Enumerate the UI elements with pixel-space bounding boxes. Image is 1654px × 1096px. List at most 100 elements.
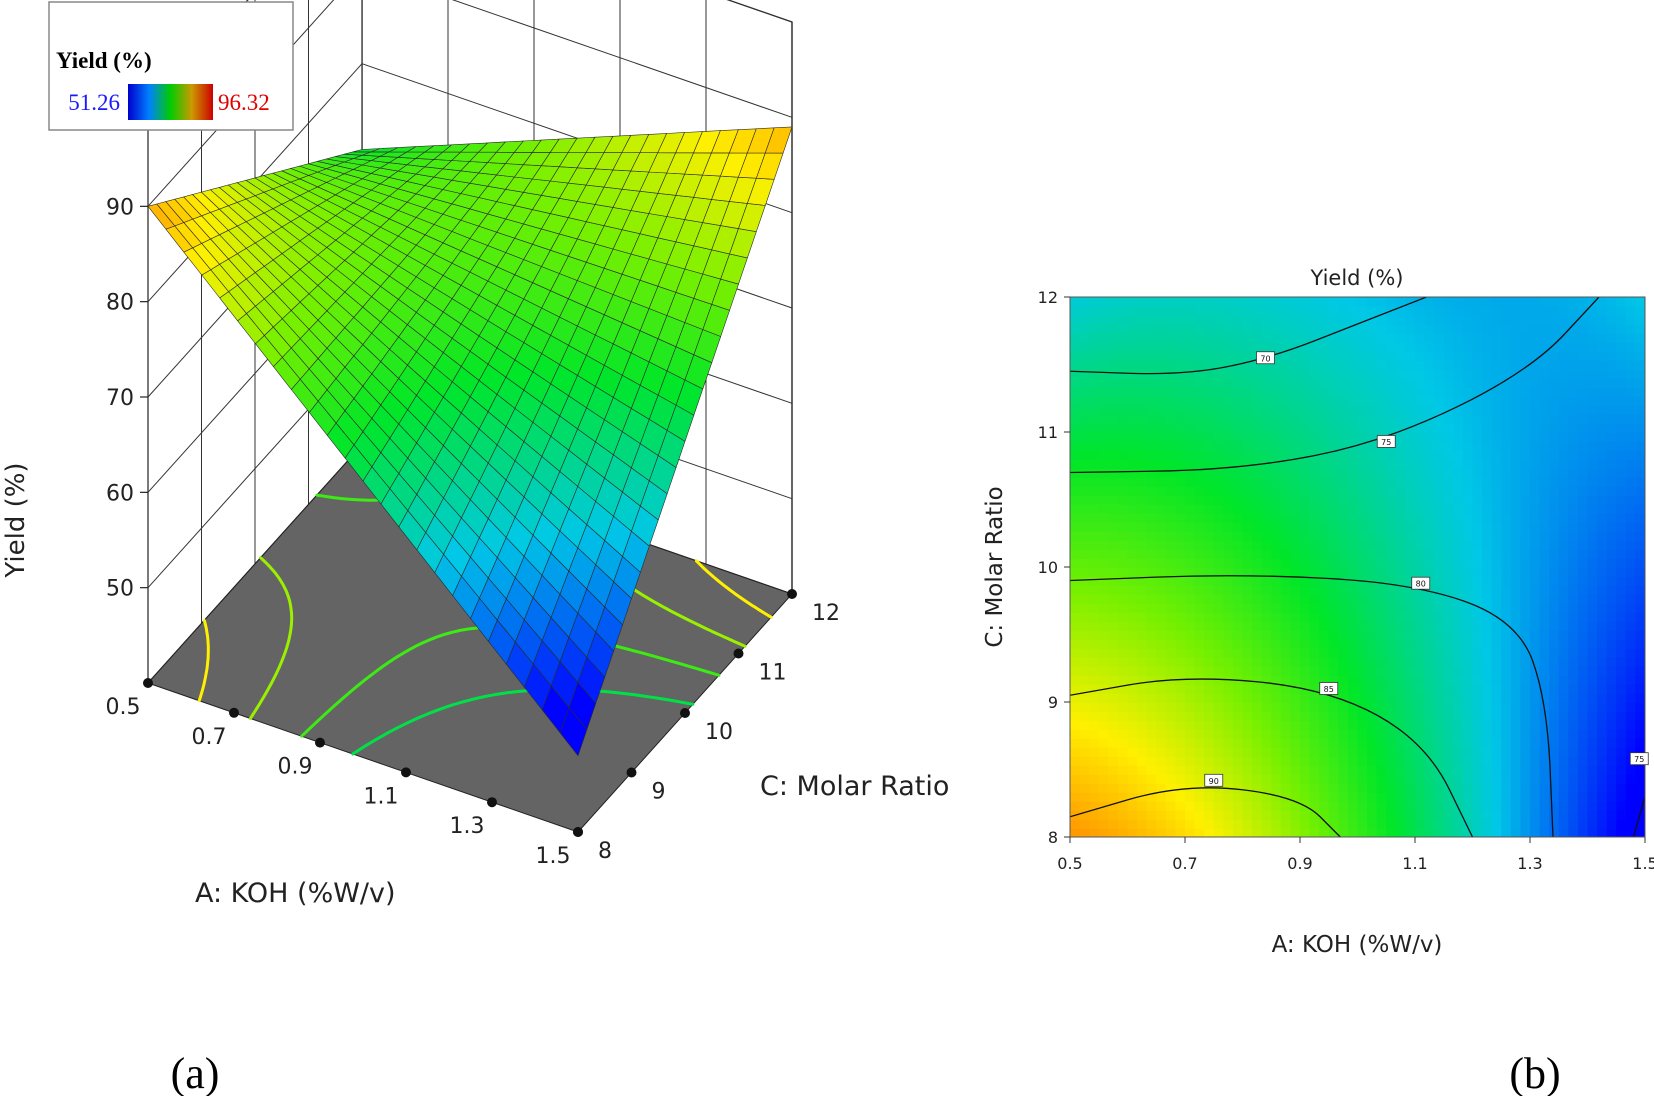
heat-cell xyxy=(1491,765,1503,775)
heat-cell xyxy=(1070,585,1081,595)
heat-cell xyxy=(1415,630,1426,640)
heat-cell xyxy=(1482,396,1493,406)
heat-cell xyxy=(1271,297,1282,307)
heat-cell xyxy=(1261,369,1273,379)
heat-cell xyxy=(1443,423,1455,433)
heat-cell xyxy=(1319,801,1330,811)
heat-cell xyxy=(1127,801,1138,811)
heat-cell xyxy=(1280,522,1292,532)
heat-cell xyxy=(1520,675,1531,685)
heat-cell xyxy=(1309,720,1320,730)
heat-cell xyxy=(1232,756,1244,766)
heat-cell xyxy=(1434,792,1445,802)
heat-cell xyxy=(1501,693,1512,703)
heat-cell xyxy=(1616,297,1627,307)
heat-cell xyxy=(1625,495,1637,505)
heat-cell xyxy=(1117,405,1129,415)
heat-cell xyxy=(1558,738,1570,748)
heat-cell xyxy=(1319,756,1330,766)
heat-cell xyxy=(1625,522,1637,532)
response-surface xyxy=(147,126,793,757)
heat-cell xyxy=(1108,576,1119,586)
heat-cell xyxy=(1261,441,1273,451)
heat-cell xyxy=(1539,342,1550,352)
heat-cell xyxy=(1635,792,1645,802)
heat-cell xyxy=(1309,801,1320,811)
heat-cell xyxy=(1443,648,1455,658)
heat-cell xyxy=(1117,513,1129,523)
heat-cell xyxy=(1213,504,1225,514)
heat-cell xyxy=(1185,792,1196,802)
heat-cell xyxy=(1472,630,1483,640)
heat-cell xyxy=(1137,621,1148,631)
heat-cell xyxy=(1530,747,1541,757)
heat-cell xyxy=(1127,693,1138,703)
heat-cell xyxy=(1280,486,1292,496)
heat-cell xyxy=(1242,675,1253,685)
heat-cell xyxy=(1300,657,1311,667)
heat-cell xyxy=(1280,693,1292,703)
heat-cell xyxy=(1108,648,1119,658)
heat-cell xyxy=(1223,450,1234,460)
heat-cell xyxy=(1156,729,1167,739)
heat-cell xyxy=(1347,702,1359,712)
heat-cell xyxy=(1300,765,1311,775)
heat-cell xyxy=(1395,315,1407,325)
heat-cell xyxy=(1386,405,1397,415)
heat-cell xyxy=(1252,324,1263,334)
heat-cell xyxy=(1146,783,1158,793)
heat-cell xyxy=(1185,306,1196,316)
heat-cell xyxy=(1117,756,1129,766)
heat-cell xyxy=(1395,459,1407,469)
heat-cell xyxy=(1357,819,1368,829)
heat-cell xyxy=(1252,387,1263,397)
heat-cell xyxy=(1625,585,1637,595)
heat-cell xyxy=(1242,612,1253,622)
heat-cell xyxy=(1616,684,1627,694)
heat-cell xyxy=(1242,621,1253,631)
heat-cell xyxy=(1108,513,1119,523)
heat-cell xyxy=(1530,405,1541,415)
heat-cell xyxy=(1520,396,1531,406)
heat-cell xyxy=(1395,585,1407,595)
heat-cell xyxy=(1606,477,1618,487)
heat-cell xyxy=(1472,720,1483,730)
heat-cell xyxy=(1482,801,1493,811)
heat-cell xyxy=(1319,621,1330,631)
heat-cell xyxy=(1443,378,1455,388)
heat-cell xyxy=(1625,828,1637,837)
heat-cell xyxy=(1405,513,1416,523)
heat-cell xyxy=(1453,396,1464,406)
heat-cell xyxy=(1539,333,1550,343)
heat-cell xyxy=(1261,801,1273,811)
heat-cell xyxy=(1089,567,1100,577)
heat-cell xyxy=(1587,495,1598,505)
heat-cell xyxy=(1520,702,1531,712)
heat-cell xyxy=(1367,756,1378,766)
heat-cell xyxy=(1597,441,1608,451)
heat-cell xyxy=(1194,432,1205,442)
heat-cell xyxy=(1453,351,1464,361)
heat-cell xyxy=(1568,495,1579,505)
heat-cell xyxy=(1558,783,1570,793)
heat-cell xyxy=(1108,549,1119,559)
heat-cell xyxy=(1319,603,1330,613)
heat-cell xyxy=(1539,369,1550,379)
heat-cell xyxy=(1175,630,1186,640)
heat-cell xyxy=(1443,693,1455,703)
heat-cell xyxy=(1434,603,1445,613)
heat-cell xyxy=(1117,585,1129,595)
heat-cell xyxy=(1415,765,1426,775)
heat-cell xyxy=(1472,639,1483,649)
heat-cell xyxy=(1577,585,1589,595)
heat-cell xyxy=(1577,450,1589,460)
heat-cell xyxy=(1300,414,1311,424)
heat-cell xyxy=(1098,486,1110,496)
heat-cell xyxy=(1616,648,1627,658)
heat-cell xyxy=(1568,549,1579,559)
heat-cell xyxy=(1635,432,1645,442)
heat-cell xyxy=(1462,378,1474,388)
heat-cell xyxy=(1424,774,1435,784)
heat-cell xyxy=(1175,819,1186,829)
heat-cell xyxy=(1376,396,1388,406)
